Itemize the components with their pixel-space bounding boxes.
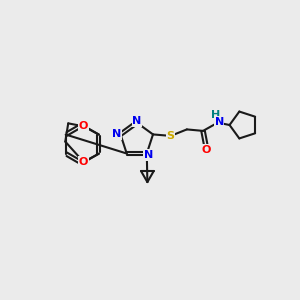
Text: N: N [214,117,224,127]
Text: O: O [79,157,88,167]
Text: S: S [167,131,175,141]
Text: N: N [132,116,141,126]
Text: H: H [211,110,220,120]
Text: O: O [201,145,211,155]
Text: N: N [112,129,122,140]
Text: O: O [79,121,88,131]
Text: N: N [144,150,153,160]
